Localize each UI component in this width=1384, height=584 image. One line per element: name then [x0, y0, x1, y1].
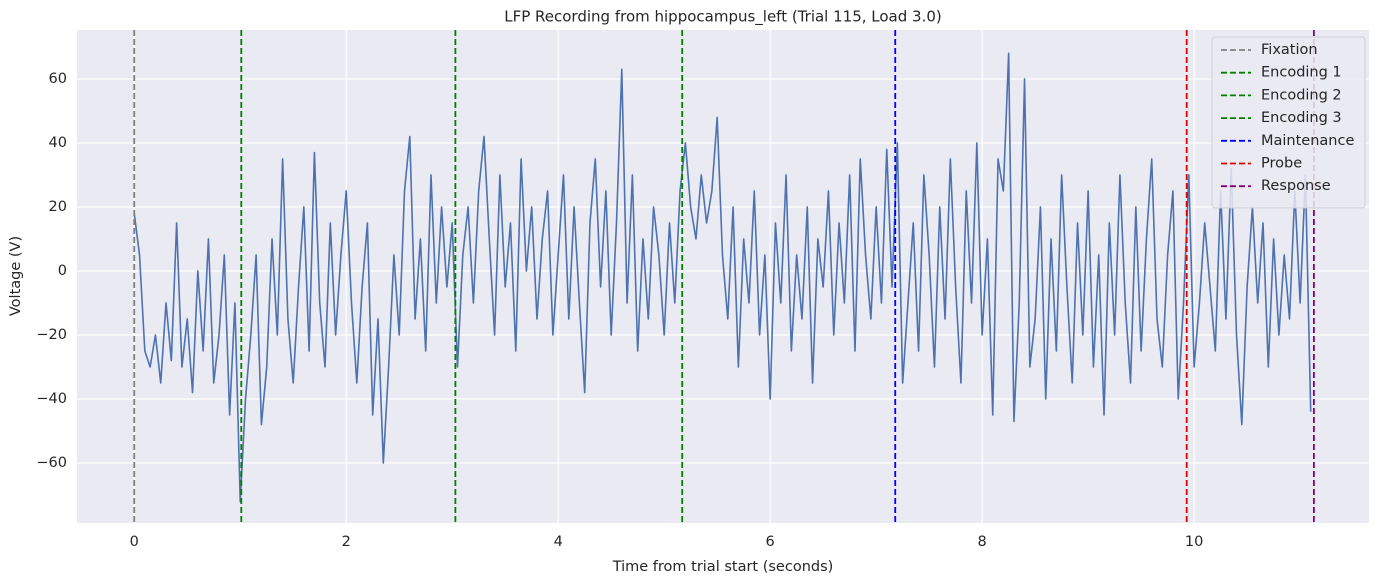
x-tick-label: 10 — [1185, 534, 1203, 550]
x-tick-label: 2 — [342, 534, 351, 550]
x-tick-label: 4 — [554, 534, 563, 550]
y-tick-label: −60 — [36, 455, 67, 471]
chart-title: LFP Recording from hippocampus_left (Tri… — [504, 8, 942, 27]
signal-line — [133, 52, 1312, 503]
y-axis-label: Voltage (V) — [8, 236, 24, 316]
legend-label: Encoding 1 — [1261, 65, 1342, 81]
y-tick-label: 20 — [49, 199, 67, 215]
y-tick-label: 0 — [58, 263, 67, 279]
y-tick-label: −40 — [36, 391, 67, 407]
legend-label: Encoding 2 — [1261, 87, 1342, 103]
legend-label: Response — [1261, 178, 1331, 194]
legend-label: Encoding 3 — [1261, 110, 1342, 126]
legend-label: Probe — [1261, 156, 1302, 172]
y-tick-label: 60 — [49, 71, 67, 87]
x-tick-label: 0 — [130, 534, 139, 550]
legend-label: Maintenance — [1261, 133, 1354, 149]
legend-label: Fixation — [1261, 42, 1318, 58]
x-tick-label: 6 — [766, 534, 775, 550]
x-tick-label: 8 — [978, 534, 987, 550]
legend: Fixation Encoding 1 Encoding 2 Encoding 3 Ma… — [1211, 36, 1366, 209]
y-tick-label: −20 — [36, 327, 67, 343]
legend-box — [1211, 36, 1366, 209]
y-tick-label: 40 — [49, 135, 67, 151]
x-axis-label: Time from trial start (seconds) — [612, 559, 834, 575]
plot-area — [77, 30, 1369, 523]
